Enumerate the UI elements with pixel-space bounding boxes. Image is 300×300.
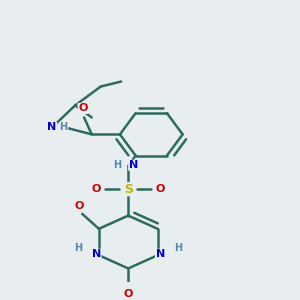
Text: O: O: [92, 184, 101, 194]
Text: N: N: [47, 122, 57, 132]
Text: N: N: [156, 249, 165, 259]
Text: O: O: [75, 201, 84, 211]
Text: H: H: [74, 243, 83, 253]
Text: H: H: [113, 160, 121, 170]
Text: O: O: [124, 290, 133, 299]
Text: S: S: [124, 183, 133, 196]
Text: H: H: [59, 122, 68, 132]
Text: O: O: [156, 184, 165, 194]
Text: O: O: [78, 103, 88, 113]
Text: N: N: [92, 249, 101, 259]
Text: H: H: [174, 243, 182, 253]
Text: N: N: [129, 160, 138, 170]
